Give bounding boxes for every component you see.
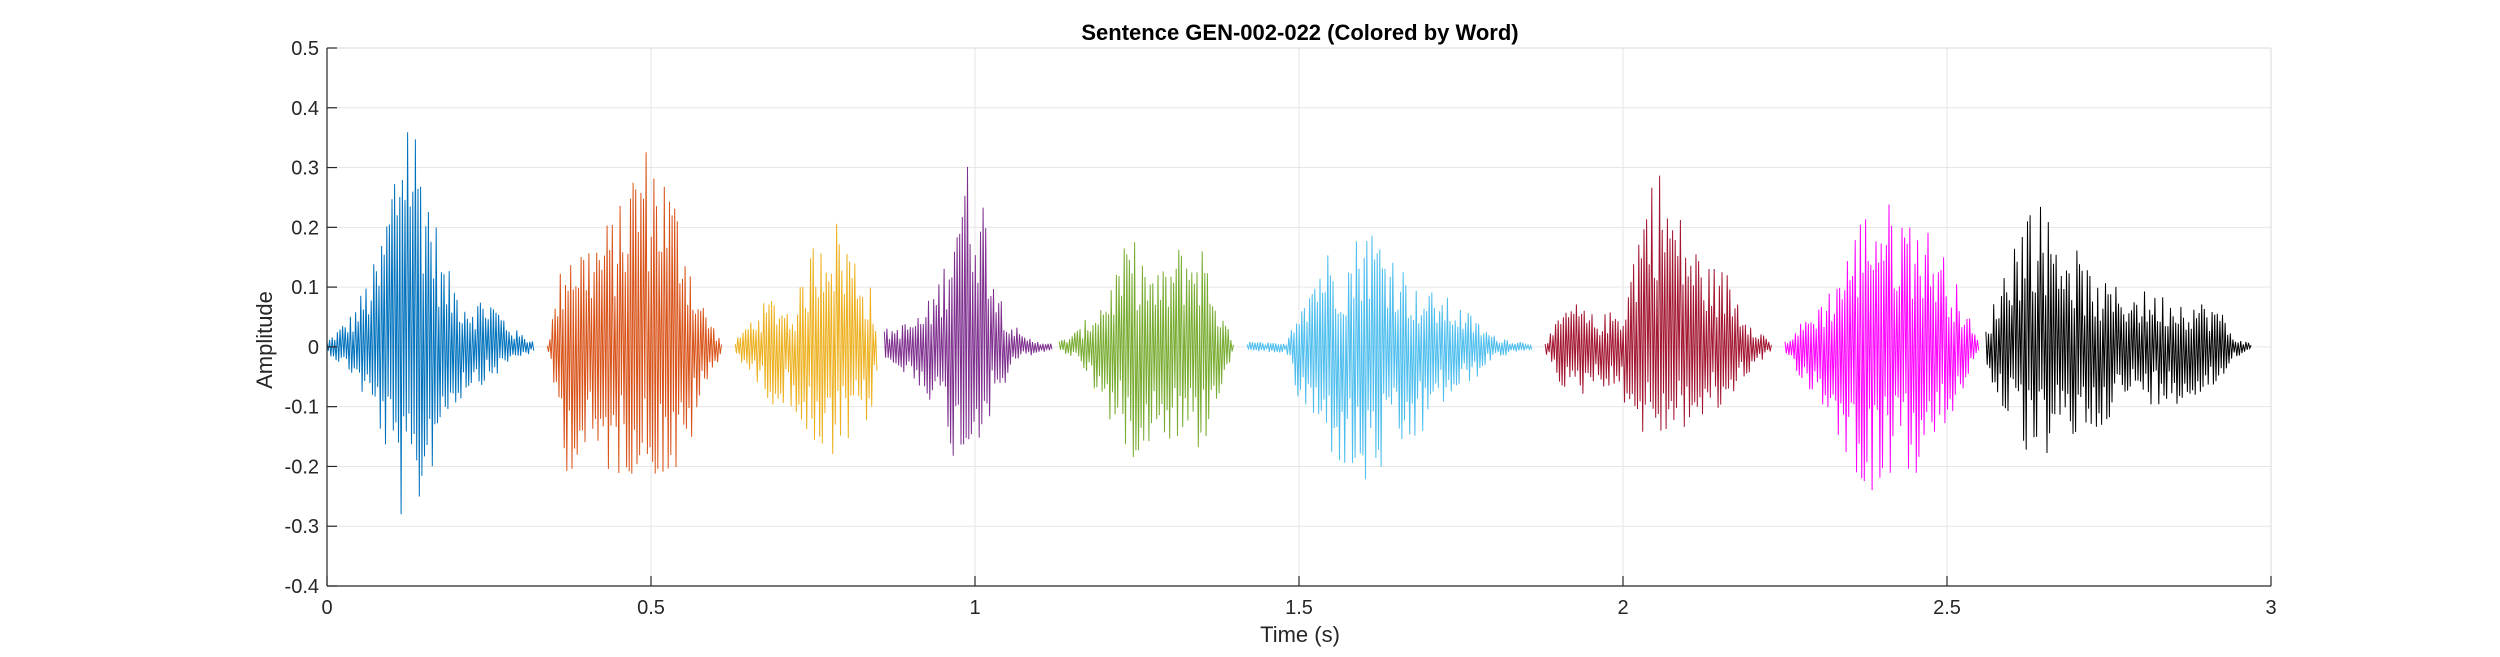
x-axis-label: Time (s) [1260, 622, 1340, 647]
waveform-series-7 [1544, 175, 1772, 432]
y-tick-label: -0.2 [285, 456, 319, 478]
waveform-series-1 [326, 132, 535, 515]
y-tick-label: -0.1 [285, 397, 319, 419]
waveform-series-2 [546, 152, 722, 474]
y-tick-label: -0.4 [285, 576, 319, 598]
y-tick-label: -0.3 [285, 516, 319, 538]
y-tick-label: 0.1 [291, 277, 319, 299]
chart-title: Sentence GEN-002-022 (Colored by Word) [1081, 20, 1518, 45]
waveform-series-6 [1246, 235, 1533, 480]
waveform-series-5 [1058, 242, 1234, 458]
x-tick-label: 1.5 [1285, 597, 1313, 619]
y-tick-label: 0.4 [291, 98, 319, 120]
x-tick-label: 3 [2265, 597, 2276, 619]
ticks: 0 0.5 1 1.5 2 2.5 3 -0.4 -0.3 -0.2 -0.1 0 0.1 0.2 0.3 0… [285, 38, 2277, 619]
waveform-series-8 [1784, 204, 1980, 491]
x-tick-label: 2 [1617, 597, 1628, 619]
y-tick-label: 0.5 [291, 38, 319, 60]
waveform-series-3 [734, 223, 878, 455]
x-tick-label: 0.5 [637, 597, 665, 619]
x-tick-label: 1 [969, 597, 980, 619]
x-tick-label: 2.5 [1933, 597, 1961, 619]
y-tick-label: 0 [308, 337, 319, 359]
y-tick-label: 0.2 [291, 217, 319, 239]
x-tick-label: 0 [321, 597, 332, 619]
y-tick-label: 0.3 [291, 158, 319, 180]
waveforms [326, 132, 2252, 515]
waveform-series-4 [883, 166, 1053, 456]
y-axis-label: Amplitude [252, 291, 277, 389]
waveform-series-9 [1985, 206, 2252, 454]
plot-area: 0 0.5 1 1.5 2 2.5 3 -0.4 -0.3 -0.2 -0.1 0 0.1 0.2 0.3 0… [285, 38, 2277, 619]
